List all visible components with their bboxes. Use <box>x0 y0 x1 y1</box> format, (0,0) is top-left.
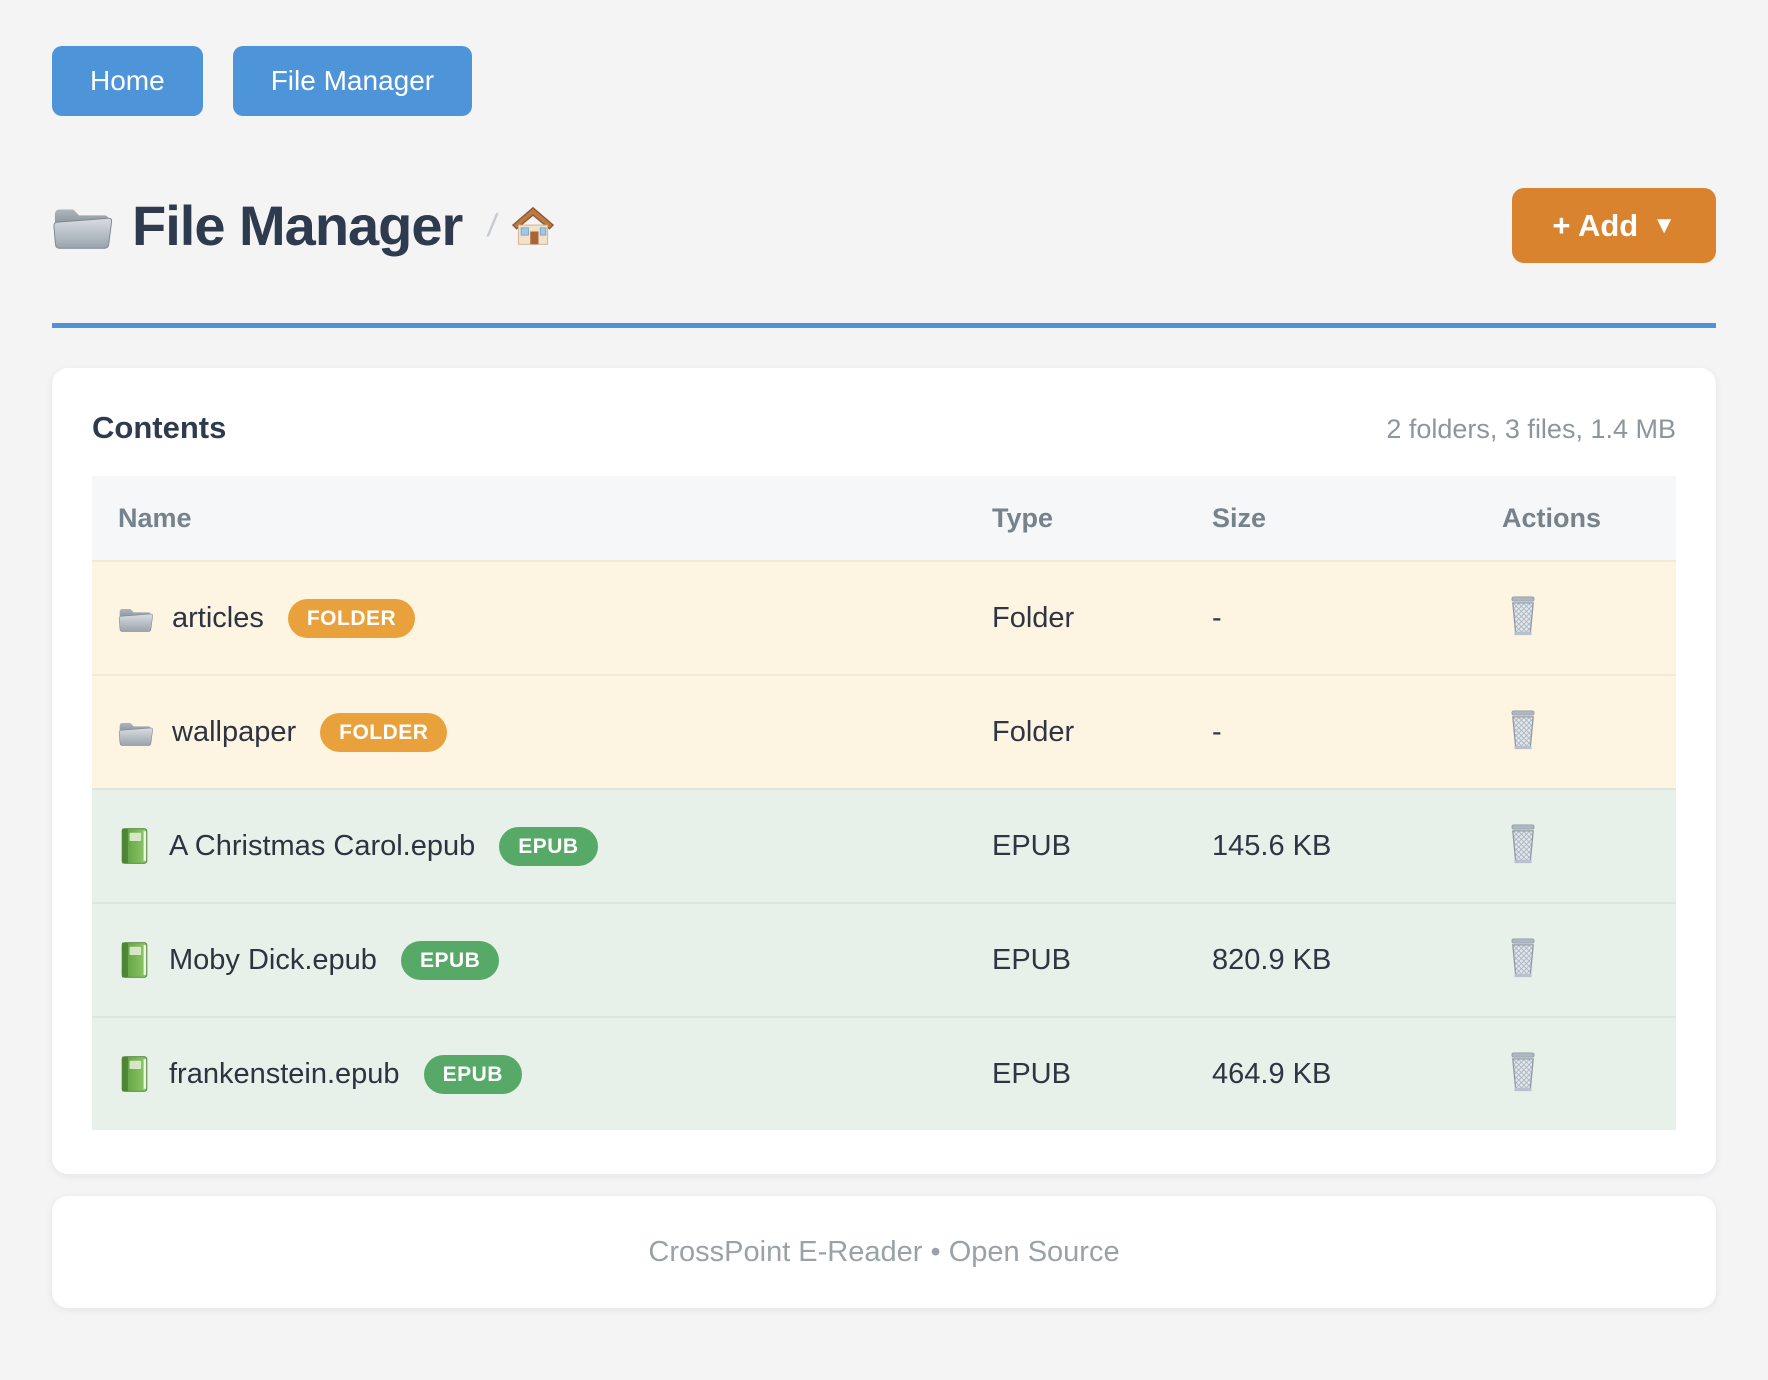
type-cell: Folder <box>992 601 1075 634</box>
footer: CrossPoint E-Reader • Open Source <box>52 1196 1716 1308</box>
delete-button[interactable] <box>1502 592 1544 640</box>
size-cell: - <box>1212 601 1222 634</box>
type-badge: EPUB <box>499 826 598 866</box>
table-row[interactable]: Moby Dick.epub EPUB EPUB 820.9 KB <box>92 902 1676 1016</box>
page-header: File Manager / + Add ▼ <box>52 188 1716 263</box>
file-name: A Christmas Carol.epub <box>169 829 476 862</box>
book-icon <box>118 1055 151 1093</box>
footer-text: CrossPoint E-Reader • Open Source <box>648 1235 1120 1268</box>
contents-title: Contents <box>92 410 227 445</box>
delete-button[interactable] <box>1502 820 1544 868</box>
trash-icon <box>1506 596 1540 636</box>
table-row[interactable]: frankenstein.epub EPUB EPUB 464.9 KB <box>92 1016 1676 1130</box>
nav-home-button[interactable]: Home <box>52 46 203 116</box>
table-body: articles FOLDER Folder - wallpaper FOLDE… <box>92 560 1676 1130</box>
type-badge: FOLDER <box>287 598 416 638</box>
type-cell: EPUB <box>992 829 1071 862</box>
file-name: articles <box>172 601 264 634</box>
breadcrumb-separator: / <box>485 207 500 243</box>
file-table: Name Type Size Actions articles FOLDER F… <box>92 476 1676 1130</box>
file-name: frankenstein.epub <box>169 1057 400 1090</box>
type-badge: FOLDER <box>320 712 448 752</box>
type-badge: EPUB <box>423 1054 522 1094</box>
contents-summary: 2 folders, 3 files, 1.4 MB <box>1386 414 1676 444</box>
book-icon <box>118 827 151 865</box>
folder-icon <box>118 716 154 749</box>
column-header-name: Type <box>992 502 1054 533</box>
house-icon[interactable] <box>511 205 555 247</box>
chevron-down-icon: ▼ <box>1652 211 1676 239</box>
size-cell: 464.9 KB <box>1212 1057 1332 1090</box>
table-row[interactable]: wallpaper FOLDER Folder - <box>92 674 1676 788</box>
column-header-name: Size <box>1212 502 1267 533</box>
size-cell: 145.6 KB <box>1212 829 1332 862</box>
table-header: Name Type Size Actions <box>92 476 1676 560</box>
column-header-name: Actions <box>1502 502 1602 533</box>
type-cell: Folder <box>992 715 1075 748</box>
size-cell: 820.9 KB <box>1212 943 1332 976</box>
trash-icon <box>1506 710 1540 750</box>
breadcrumb: / <box>485 205 555 247</box>
add-button[interactable]: + Add ▼ <box>1512 188 1716 263</box>
trash-icon <box>1506 824 1540 864</box>
trash-icon <box>1506 1052 1540 1092</box>
top-nav: Home File Manager <box>52 46 1716 116</box>
table-row[interactable]: A Christmas Carol.epub EPUB EPUB 145.6 K… <box>92 788 1676 902</box>
contents-card: Contents 2 folders, 3 files, 1.4 MB Name… <box>52 368 1716 1174</box>
page-title: File Manager <box>132 194 463 257</box>
delete-button[interactable] <box>1502 1048 1544 1096</box>
file-name: wallpaper <box>172 715 297 748</box>
table-row[interactable]: articles FOLDER Folder - <box>92 560 1676 674</box>
nav-file-manager-button[interactable]: File Manager <box>232 46 473 116</box>
book-icon <box>118 941 151 979</box>
title-divider <box>52 323 1716 328</box>
delete-button[interactable] <box>1502 706 1544 754</box>
type-cell: EPUB <box>992 1057 1071 1090</box>
type-cell: EPUB <box>992 943 1071 976</box>
add-button-label: + Add <box>1552 208 1639 243</box>
folder-icon <box>118 602 154 635</box>
file-name: Moby Dick.epub <box>169 943 377 976</box>
type-badge: EPUB <box>400 940 500 980</box>
trash-icon <box>1506 938 1540 978</box>
column-header-name: Name <box>118 502 192 533</box>
delete-button[interactable] <box>1502 934 1544 982</box>
folder-icon <box>52 198 114 254</box>
size-cell: - <box>1212 715 1222 748</box>
